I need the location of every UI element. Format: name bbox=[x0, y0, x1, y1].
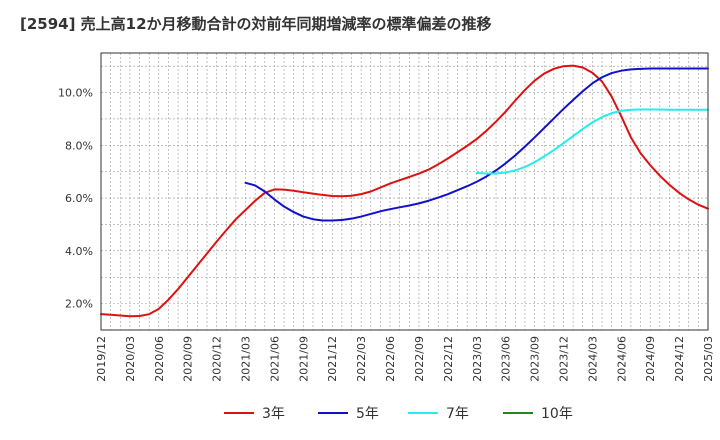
plot-frame bbox=[100, 52, 709, 331]
x-tick-label: 2021/06 bbox=[268, 336, 281, 382]
legend: 3年 5年 7年 10年 bbox=[224, 406, 573, 422]
series-line bbox=[475, 108, 709, 175]
legend-label: 5年 bbox=[356, 406, 379, 422]
x-tick-label: 2019/12 bbox=[95, 336, 108, 382]
legend-label: 10年 bbox=[541, 406, 573, 422]
y-tick-label: 8.0% bbox=[65, 139, 93, 152]
y-tick-label: 2.0% bbox=[65, 298, 93, 311]
x-tick-label: 2023/09 bbox=[529, 336, 542, 382]
x-tick-label: 2024/09 bbox=[644, 336, 657, 382]
legend-item: 7年 bbox=[408, 406, 469, 422]
x-tick-label: 2023/06 bbox=[500, 336, 513, 382]
chart-title: [2594] 売上高12か月移動合計の対前年同期増減率の標準偏差の推移 bbox=[20, 15, 492, 33]
x-tick-label: 2021/09 bbox=[297, 336, 310, 382]
x-tick-label: 2021/03 bbox=[240, 336, 253, 382]
x-tick-label: 2023/12 bbox=[557, 336, 570, 382]
legend-label: 3年 bbox=[262, 406, 285, 422]
x-tick-label: 2021/12 bbox=[326, 336, 339, 382]
y-tick-label: 4.0% bbox=[65, 245, 93, 258]
legend-item: 5年 bbox=[318, 406, 379, 422]
x-tick-label: 2024/06 bbox=[615, 336, 628, 382]
x-tick-label: 2020/09 bbox=[182, 336, 195, 382]
y-tick-label: 10.0% bbox=[58, 87, 93, 100]
x-tick-label: 2020/12 bbox=[211, 336, 224, 382]
legend-item: 10年 bbox=[503, 406, 573, 422]
x-tick-label: 2024/12 bbox=[673, 336, 686, 382]
x-tick-label: 2022/03 bbox=[355, 336, 368, 382]
grid-layer bbox=[101, 53, 708, 331]
x-tick-label: 2020/03 bbox=[124, 336, 137, 382]
legend-item: 3年 bbox=[224, 406, 285, 422]
x-tick-label: 2020/06 bbox=[153, 336, 166, 382]
x-tick-label: 2023/03 bbox=[471, 336, 484, 382]
x-tick-label: 2024/03 bbox=[586, 336, 599, 382]
x-tick-label: 2022/12 bbox=[442, 336, 455, 382]
x-tick-label: 2025/03 bbox=[702, 336, 715, 382]
plot-background bbox=[101, 53, 708, 330]
legend-label: 7年 bbox=[446, 406, 469, 422]
x-tick-label: 2022/09 bbox=[413, 336, 426, 382]
x-tick-label: 2022/06 bbox=[384, 336, 397, 382]
axis-layer: 2.0% 4.0% 6.0% 8.0% 10.0% 2019/12 2020/03 2020/… bbox=[58, 52, 715, 382]
series-line bbox=[244, 67, 709, 222]
series-line bbox=[100, 64, 709, 318]
series-layer bbox=[100, 64, 709, 318]
y-tick-label: 6.0% bbox=[65, 192, 93, 205]
